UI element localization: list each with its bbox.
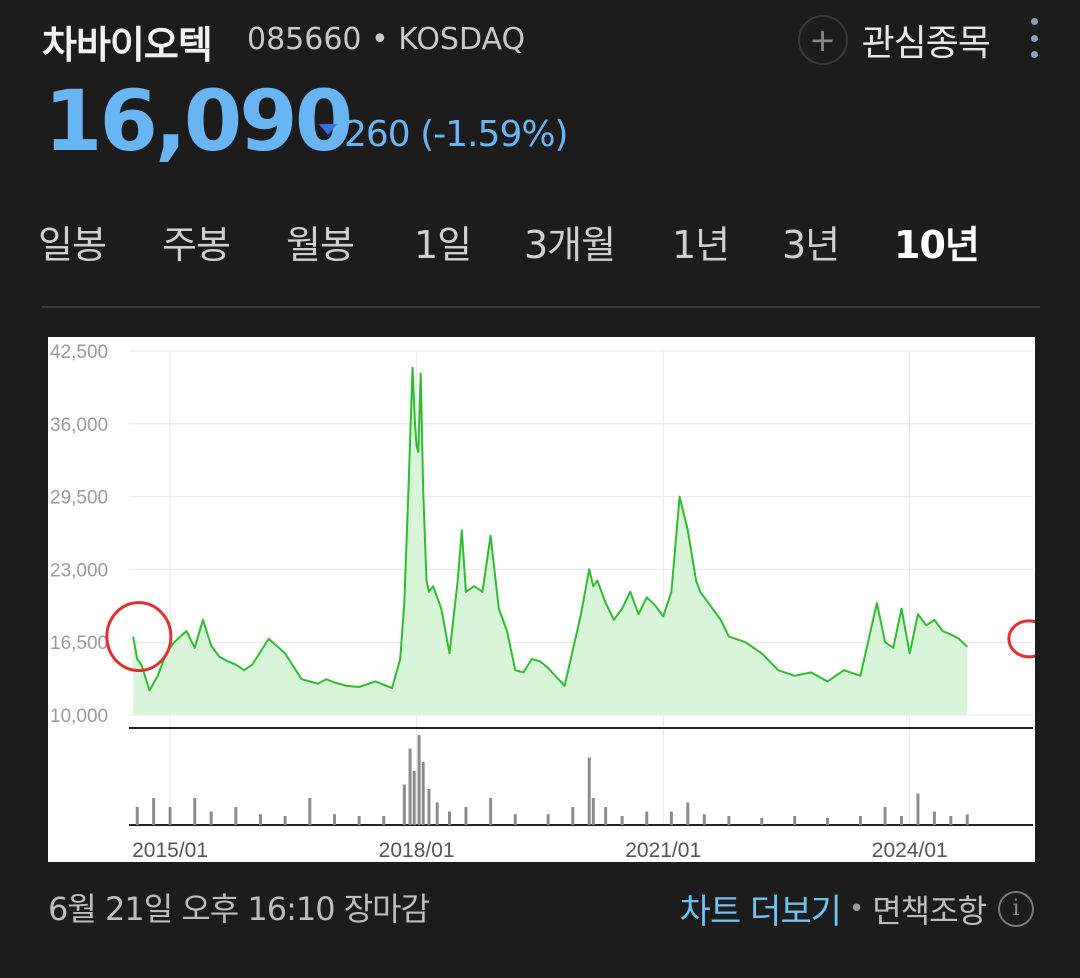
volume-bar <box>702 814 706 825</box>
volume-bar <box>464 807 468 825</box>
volume-bar <box>382 816 386 825</box>
tab-weekly[interactable]: 주봉 <box>162 223 231 267</box>
tab-3year[interactable]: 3년 <box>782 223 840 267</box>
volume-bar <box>587 757 591 825</box>
volume-bar <box>858 816 862 825</box>
more-vertical-icon[interactable] <box>1028 18 1040 58</box>
volume-bar <box>417 735 421 825</box>
tab-daily[interactable]: 일봉 <box>38 223 107 267</box>
x-tick-label: 2018/01 <box>379 839 455 862</box>
y-tick-label: 42,500 <box>50 342 108 363</box>
market-close-time: 6월 21일 오후 16:10 장마감 <box>48 890 430 928</box>
volume-bar <box>489 798 493 825</box>
volume-bar <box>168 807 172 825</box>
volume-bar <box>308 798 312 825</box>
volume-bar <box>448 811 452 825</box>
annotation-circle <box>1007 619 1035 659</box>
volume-bar <box>727 816 731 825</box>
volume-bar <box>883 807 887 825</box>
tab-10year[interactable]: 10년 <box>894 223 980 267</box>
volume-bar <box>571 807 575 825</box>
chart-svg: 42,500 36,000 29,500 23,000 16,500 10,000 2015… <box>50 342 1035 862</box>
y-tick-label: 10,000 <box>50 706 108 727</box>
y-tick-label: 23,000 <box>50 560 108 581</box>
volume-bar <box>402 784 406 825</box>
volume-bar <box>513 814 517 825</box>
separator-dot: • <box>848 893 865 924</box>
volume-bar <box>332 814 336 825</box>
volume-bar <box>760 817 764 825</box>
volume-bar <box>135 807 139 825</box>
annotation-circle <box>105 601 173 673</box>
volume-bar <box>152 798 156 825</box>
volume-bar <box>591 798 595 825</box>
price-change: 260 (-1.59%) <box>344 114 569 155</box>
period-tabs: 일봉 주봉 월봉 1일 3개월 1년 3년 10년 <box>38 214 998 274</box>
watchlist-button[interactable]: + 관심종목 <box>797 14 991 66</box>
info-icon[interactable]: i <box>998 890 1034 927</box>
volume-bar <box>258 814 262 825</box>
volume-bar <box>234 807 238 825</box>
tabs-divider <box>42 306 1040 308</box>
x-tick-label: 2015/01 <box>132 839 208 862</box>
x-tick-label: 2021/01 <box>625 839 701 862</box>
price-chart[interactable]: 42,500 36,000 29,500 23,000 16,500 10,000 2015… <box>48 337 1035 862</box>
volume-bar <box>916 793 920 825</box>
volume-bar <box>193 798 197 825</box>
down-arrow-icon <box>319 124 337 135</box>
volume-bar <box>546 814 550 825</box>
stock-name: 차바이오텍 <box>42 23 213 67</box>
volume-bar <box>932 811 936 825</box>
volume-bar <box>209 811 213 825</box>
volume-bar <box>412 771 416 825</box>
y-tick-label: 16,500 <box>50 633 108 654</box>
volume-bar <box>965 814 969 825</box>
volume-bar <box>900 816 904 825</box>
y-tick-label: 36,000 <box>50 415 108 436</box>
volume-bar <box>793 816 797 825</box>
y-tick-label: 29,500 <box>50 488 108 509</box>
x-tick-label: 2024/01 <box>872 839 948 862</box>
price-line <box>132 366 968 692</box>
volume-bar <box>645 811 649 825</box>
footer-links: 차트 더보기 • 면책조항 i <box>680 884 1034 933</box>
volume-bar <box>421 762 425 825</box>
disclaimer-link[interactable]: 면책조항 <box>872 891 987 930</box>
volume-bar <box>427 789 431 825</box>
watchlist-label[interactable]: 관심종목 <box>861 23 991 64</box>
tab-monthly[interactable]: 월봉 <box>286 223 355 267</box>
price-area <box>133 367 968 715</box>
stock-code-market: 085660 • KOSDAQ <box>247 22 526 57</box>
more-chart-link[interactable]: 차트 더보기 <box>679 892 842 932</box>
volume-bar <box>949 816 953 825</box>
volume-bar <box>669 811 673 825</box>
volume-bar <box>435 802 439 825</box>
stock-header: 차바이오텍 085660 • KOSDAQ + 관심종목 <box>42 14 1040 67</box>
tab-1year[interactable]: 1년 <box>672 223 730 267</box>
tab-3month[interactable]: 3개월 <box>524 223 616 267</box>
volume-bar <box>283 816 287 825</box>
tab-1day[interactable]: 1일 <box>414 223 472 267</box>
volume-bar <box>686 802 690 825</box>
volume-bar <box>604 807 608 825</box>
plus-circle-icon[interactable]: + <box>797 15 848 65</box>
volume-bar <box>408 748 412 825</box>
volume-bar <box>357 816 361 825</box>
volume-bar <box>620 816 624 825</box>
current-price: 16,090 <box>44 72 353 170</box>
volume-bar <box>826 817 830 825</box>
